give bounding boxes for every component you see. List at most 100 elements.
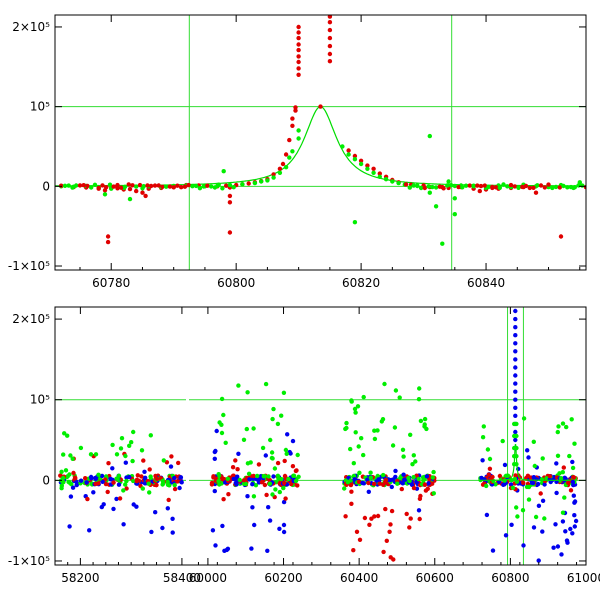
data-point bbox=[251, 494, 257, 499]
data-point bbox=[484, 483, 489, 489]
data-point bbox=[74, 183, 79, 188]
data-point bbox=[399, 486, 404, 492]
data-point bbox=[91, 490, 96, 495]
data-point bbox=[508, 182, 514, 188]
data-point bbox=[424, 426, 429, 432]
x-tick-label: 60780 bbox=[92, 276, 130, 290]
data-point bbox=[99, 473, 105, 479]
data-point bbox=[236, 383, 241, 388]
data-point bbox=[137, 182, 143, 188]
data-point bbox=[127, 443, 132, 448]
data-point bbox=[383, 177, 389, 182]
data-point bbox=[148, 433, 153, 438]
data-point bbox=[209, 480, 215, 486]
data-point bbox=[356, 479, 362, 484]
data-point bbox=[61, 475, 66, 481]
data-point bbox=[226, 492, 231, 497]
plot-area bbox=[55, 15, 586, 270]
data-point bbox=[147, 467, 152, 472]
data-point bbox=[426, 481, 431, 486]
x-tick-label: 60000 bbox=[189, 571, 227, 585]
data-point bbox=[262, 474, 267, 479]
data-point bbox=[245, 461, 251, 466]
data-point bbox=[140, 190, 145, 195]
data-point bbox=[277, 489, 282, 495]
data-point bbox=[554, 461, 559, 466]
data-point bbox=[520, 508, 526, 513]
data-point bbox=[555, 544, 561, 549]
data-point bbox=[535, 481, 541, 487]
data-point bbox=[551, 545, 556, 550]
data-point bbox=[327, 27, 333, 33]
data-point bbox=[273, 487, 278, 492]
data-point bbox=[143, 193, 148, 199]
data-point bbox=[277, 170, 283, 175]
data-point bbox=[525, 473, 531, 478]
data-point bbox=[121, 488, 126, 493]
data-point bbox=[503, 533, 509, 538]
data-point bbox=[382, 381, 387, 387]
data-point bbox=[487, 456, 493, 462]
data-point bbox=[400, 481, 405, 486]
data-point bbox=[342, 486, 347, 491]
data-point bbox=[487, 466, 493, 471]
data-point bbox=[572, 441, 577, 446]
data-point bbox=[392, 425, 398, 430]
data-point bbox=[176, 460, 181, 466]
data-point bbox=[96, 472, 101, 477]
data-point bbox=[68, 453, 73, 458]
data-point bbox=[352, 220, 358, 225]
data-point bbox=[281, 522, 287, 528]
data-point bbox=[70, 485, 76, 490]
data-point bbox=[372, 436, 378, 442]
data-point bbox=[283, 152, 289, 157]
data-point bbox=[139, 474, 144, 479]
data-point bbox=[107, 182, 113, 187]
data-point bbox=[375, 428, 380, 433]
data-point bbox=[513, 381, 518, 386]
data-point bbox=[411, 183, 416, 188]
data-point bbox=[369, 516, 374, 521]
data-point bbox=[62, 183, 68, 188]
data-point bbox=[186, 182, 191, 188]
y-tick-label: -1×10⁵ bbox=[8, 554, 50, 568]
data-point bbox=[570, 465, 576, 471]
data-point bbox=[104, 185, 109, 190]
data-point bbox=[390, 443, 396, 448]
data-point bbox=[179, 185, 184, 190]
data-point bbox=[154, 482, 159, 488]
data-point bbox=[431, 491, 436, 496]
data-point bbox=[384, 538, 389, 543]
data-point bbox=[445, 183, 450, 188]
data-point bbox=[448, 183, 454, 188]
data-point bbox=[227, 200, 233, 205]
data-point bbox=[170, 530, 175, 535]
data-point bbox=[467, 183, 472, 188]
data-point bbox=[558, 476, 564, 481]
x-tick-label: 58200 bbox=[61, 571, 99, 585]
data-point bbox=[264, 492, 269, 498]
data-point bbox=[417, 386, 422, 391]
data-point bbox=[134, 184, 139, 189]
data-point bbox=[395, 481, 400, 486]
data-point bbox=[165, 506, 170, 511]
data-point bbox=[424, 474, 430, 479]
data-point bbox=[281, 529, 287, 535]
data-point bbox=[381, 472, 386, 478]
data-point bbox=[463, 183, 469, 188]
data-point bbox=[407, 525, 412, 530]
data-point bbox=[430, 184, 435, 190]
data-point bbox=[103, 481, 109, 487]
data-point bbox=[58, 473, 63, 478]
data-point bbox=[270, 416, 275, 422]
data-point bbox=[513, 308, 518, 314]
data-point bbox=[153, 510, 158, 515]
data-point bbox=[216, 478, 221, 484]
data-point bbox=[70, 185, 75, 190]
data-point bbox=[527, 185, 532, 191]
data-point bbox=[65, 433, 70, 438]
data-point bbox=[477, 188, 482, 194]
data-point bbox=[400, 447, 406, 452]
data-point bbox=[546, 182, 551, 187]
data-point bbox=[514, 505, 519, 510]
